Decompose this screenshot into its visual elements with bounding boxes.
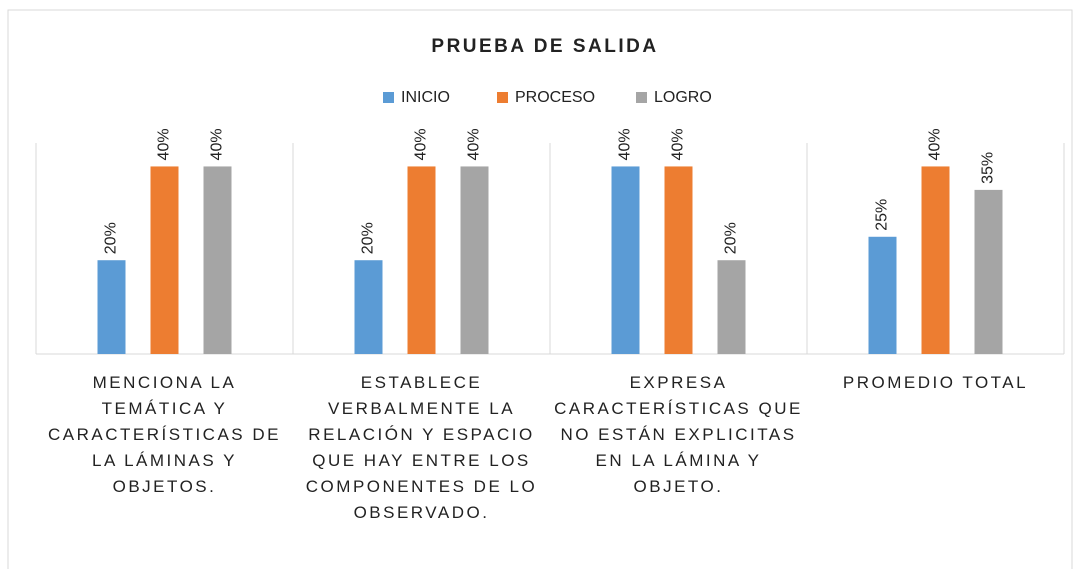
data-label: 40% <box>670 128 687 160</box>
legend-swatch <box>497 92 508 103</box>
x-tick-label: PROMEDIO TOTAL <box>842 373 1029 392</box>
bar <box>407 166 436 354</box>
bar <box>921 166 950 354</box>
data-label: 25% <box>874 199 891 231</box>
data-label: 40% <box>156 128 173 160</box>
data-label: 40% <box>617 128 634 160</box>
bar <box>97 260 126 354</box>
legend-label: PROCESO <box>515 89 595 106</box>
legend-swatch <box>636 92 647 103</box>
legend-label: INICIO <box>401 89 450 106</box>
chart-title: PRUEBA DE SALIDA <box>431 36 658 57</box>
bar <box>717 260 746 354</box>
data-label: 40% <box>466 128 483 160</box>
bar <box>354 260 383 354</box>
x-tick-label: ESTABLECE VERBALMENTE LA RELACIÓN Y ESPA… <box>305 373 538 522</box>
bar <box>664 166 693 354</box>
bar <box>150 166 179 354</box>
bar <box>868 236 897 354</box>
bar <box>974 189 1003 354</box>
chart-frame <box>7 9 1073 569</box>
bar <box>203 166 232 354</box>
legend-swatch <box>383 92 394 103</box>
legend-label: LOGRO <box>654 89 712 106</box>
data-label: 20% <box>103 222 120 254</box>
data-label: 40% <box>927 128 944 160</box>
x-tick-label: EXPRESA CARACTERÍSTICAS QUE NO ESTÁN EXP… <box>554 373 803 496</box>
data-label: 35% <box>980 152 997 184</box>
bar <box>460 166 489 354</box>
x-tick-label: MENCIONA LA TEMÁTICA Y CARACTERÍSTICAS D… <box>48 373 281 496</box>
data-label: 20% <box>360 222 377 254</box>
data-label: 40% <box>209 128 226 160</box>
data-label: 20% <box>723 222 740 254</box>
data-label: 40% <box>413 128 430 160</box>
bar <box>611 166 640 354</box>
